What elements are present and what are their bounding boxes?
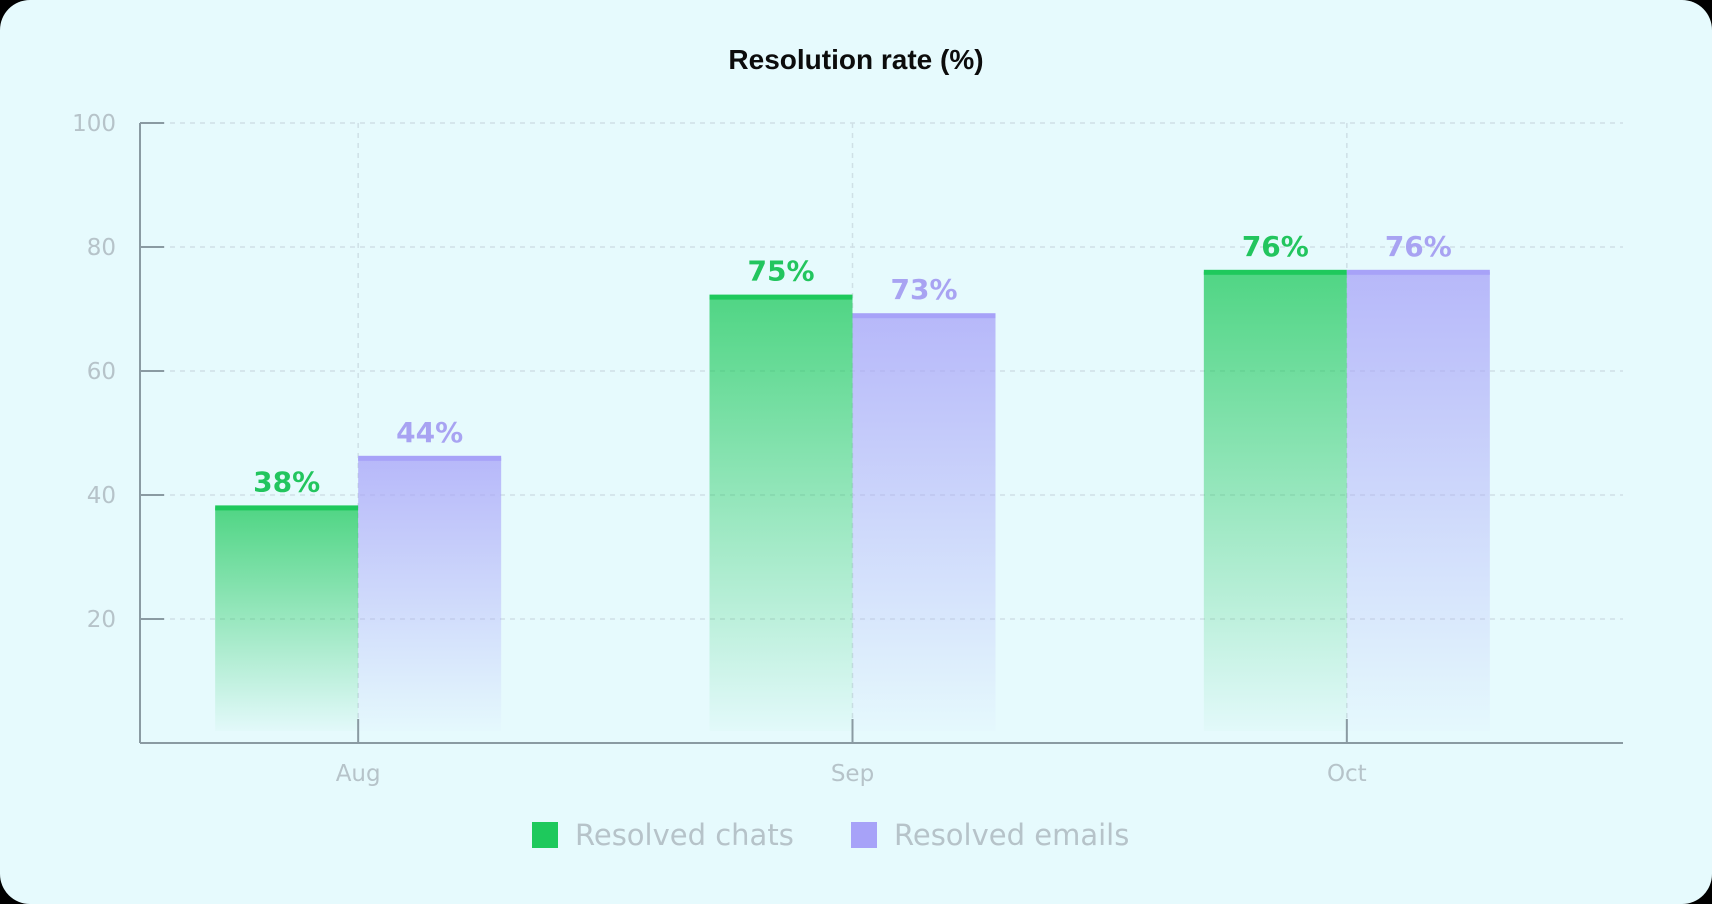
bar-resolved-emails-aug[interactable]: [358, 457, 502, 731]
data-label: 73%: [890, 273, 957, 306]
data-label: 75%: [747, 255, 814, 288]
y-tick-label: 60: [87, 359, 116, 385]
x-tick-label: Oct: [1327, 761, 1367, 787]
x-tick-label: Aug: [336, 761, 381, 787]
bars: 38% 44% 75% 73% 76% 76%: [215, 230, 1490, 731]
y-tick-label: 80: [87, 235, 116, 261]
data-label: 76%: [1242, 230, 1309, 263]
bar-top-line: [215, 505, 359, 511]
bar-resolved-emails-oct[interactable]: [1346, 271, 1490, 731]
bar-top-line: [852, 313, 996, 319]
x-tick-label: Sep: [831, 761, 874, 787]
bar-top-line: [1346, 269, 1490, 275]
y-tick-label: 20: [87, 607, 116, 633]
data-label: 38%: [253, 465, 320, 498]
data-label: 44%: [396, 416, 463, 449]
bar-resolved-chats-oct[interactable]: [1203, 271, 1347, 731]
bar-top-line: [1203, 269, 1347, 275]
y-tick-label: 100: [72, 111, 116, 137]
bar-resolved-emails-sep[interactable]: [852, 315, 996, 731]
legend: Resolved chats Resolved emails: [532, 818, 1129, 852]
x-axis-ticks: Aug Sep Oct: [336, 719, 1367, 787]
data-label: 76%: [1385, 230, 1452, 263]
y-tick-label: 40: [87, 483, 116, 509]
y-axis-ticks: 20 40 60 80 100: [72, 111, 164, 633]
legend-item-label[interactable]: Resolved emails: [894, 818, 1129, 852]
chart-title: Resolution rate (%): [728, 44, 983, 75]
bar-resolved-chats-sep[interactable]: [709, 296, 853, 731]
legend-item-label[interactable]: Resolved chats: [575, 818, 794, 852]
legend-swatch: [851, 822, 877, 848]
legend-swatch: [532, 822, 558, 848]
bar-top-line: [358, 455, 502, 461]
axes: [139, 123, 1623, 744]
bar-resolved-chats-aug[interactable]: [215, 507, 359, 731]
bar-top-line: [709, 294, 853, 300]
